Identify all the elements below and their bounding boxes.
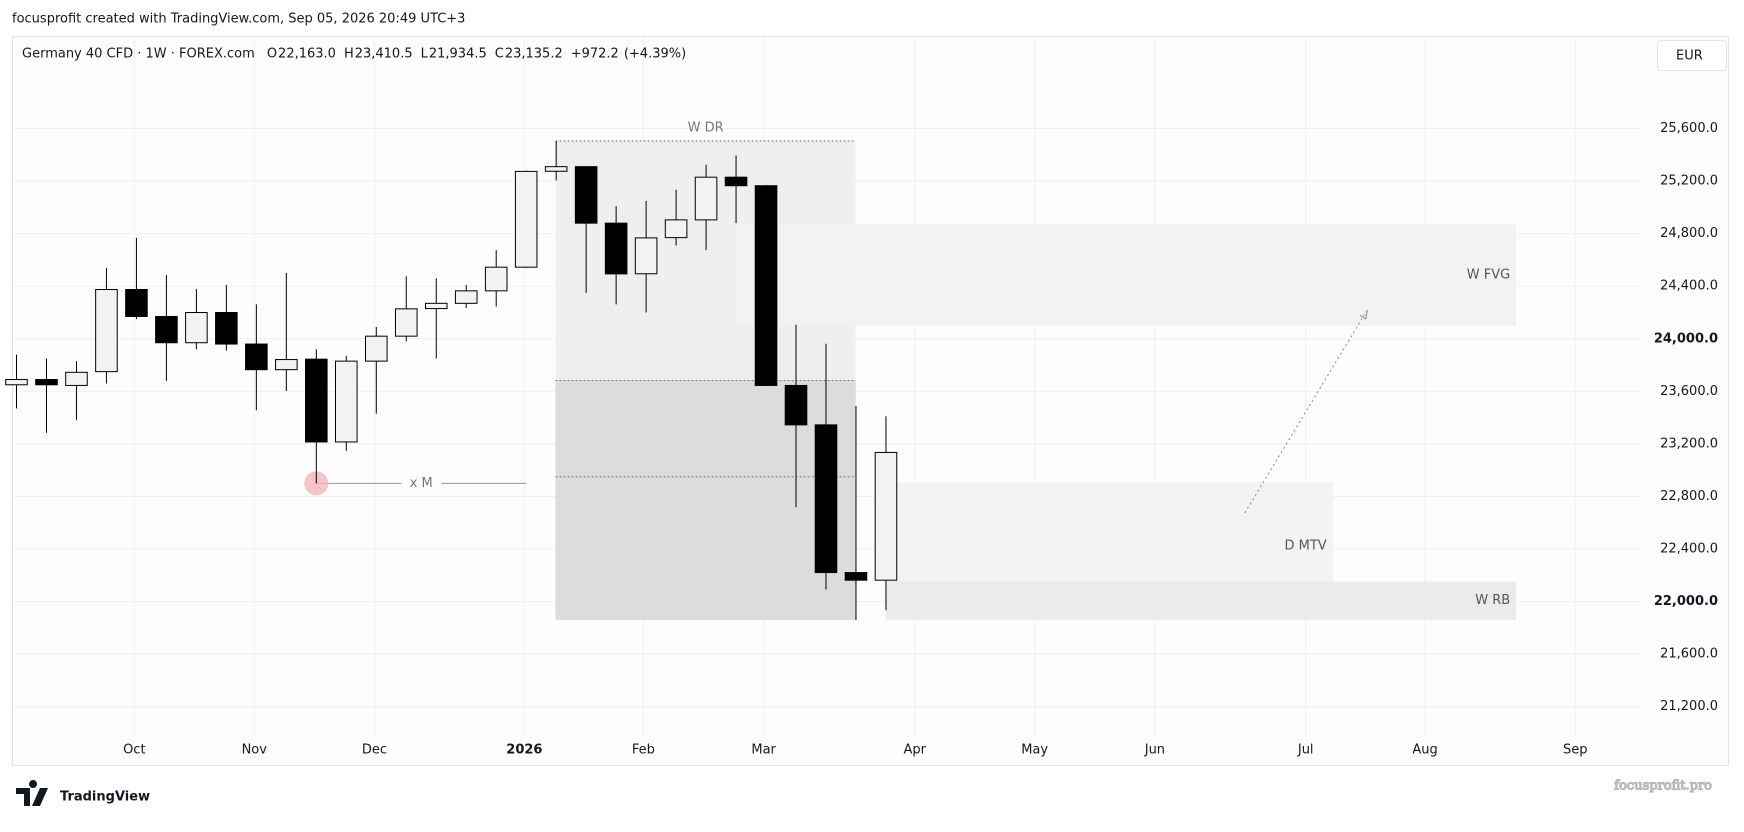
x-tick-label: Jul bbox=[1297, 743, 1314, 758]
zone bbox=[885, 581, 1517, 620]
candle-body bbox=[664, 219, 688, 239]
zone-label: W FVG bbox=[1467, 268, 1510, 283]
legend-value: 23,410.5 bbox=[355, 47, 413, 62]
y-tick-label: 21,200.0 bbox=[1660, 699, 1718, 714]
candle-body bbox=[245, 343, 268, 371]
y-tick-label: 22,000.0 bbox=[1654, 594, 1718, 609]
candle-body bbox=[694, 176, 718, 221]
x-tick-label: Apr bbox=[903, 743, 926, 758]
y-tick-label: 23,600.0 bbox=[1660, 384, 1718, 399]
logo-text: TradingView bbox=[60, 790, 150, 805]
zone bbox=[735, 224, 1517, 326]
zone-label: W DR bbox=[688, 121, 724, 136]
candle-body bbox=[454, 290, 478, 304]
logo-icon bbox=[16, 780, 48, 806]
x-tick-label: May bbox=[1021, 743, 1048, 758]
candle-body bbox=[155, 315, 178, 344]
y-tick-label: 24,000.0 bbox=[1654, 331, 1718, 346]
x-tick-label: Feb bbox=[632, 743, 655, 758]
candle-body bbox=[275, 359, 298, 371]
candle-body bbox=[335, 360, 358, 443]
chart-frame bbox=[12, 36, 1729, 766]
y-tick-label: 22,800.0 bbox=[1660, 489, 1718, 504]
candle-body bbox=[844, 572, 868, 581]
legend-value: 22,163.0 bbox=[278, 47, 336, 62]
logo: TradingView bbox=[16, 780, 150, 806]
plot-area: Oct Nov Dec 2026 Feb Mar Apr May Jun Jul Aug Sep 21,… bbox=[5, 37, 1718, 758]
zone-label: W RB bbox=[1475, 593, 1510, 608]
change: +972.2 bbox=[571, 47, 619, 62]
candle-body bbox=[35, 379, 58, 386]
candle-body bbox=[185, 312, 208, 344]
zone-label: D MTV bbox=[1284, 539, 1326, 554]
candle-body bbox=[305, 358, 328, 443]
candle-body bbox=[394, 308, 418, 337]
candle-body bbox=[65, 371, 88, 386]
candle-body bbox=[544, 166, 568, 172]
x-tick-label: Oct bbox=[123, 743, 145, 758]
legend-key: H bbox=[344, 47, 354, 62]
legend-key: C bbox=[495, 47, 504, 62]
credit: focusprofit created with TradingView.com… bbox=[12, 12, 465, 27]
candle-body bbox=[125, 289, 148, 317]
arrow-head bbox=[1359, 309, 1368, 320]
currency-button[interactable] bbox=[1657, 40, 1727, 71]
x-tick-label: Mar bbox=[751, 743, 776, 758]
legend-value: 21,934.5 bbox=[429, 47, 487, 62]
candle-body bbox=[634, 237, 658, 275]
y-tick-label: 25,200.0 bbox=[1660, 174, 1718, 189]
y-tick-label: 24,400.0 bbox=[1660, 279, 1718, 294]
x-tick-label: Aug bbox=[1412, 743, 1437, 758]
zone bbox=[555, 380, 856, 620]
candle-body bbox=[424, 302, 448, 310]
candle-body bbox=[574, 166, 598, 224]
symbol: Germany 40 CFD · 1W · FOREX.com bbox=[22, 47, 255, 62]
candle-body bbox=[364, 335, 388, 362]
candle-body bbox=[514, 170, 538, 268]
x-tick-label: Jun bbox=[1144, 743, 1165, 758]
candle-body bbox=[874, 451, 898, 581]
legend-key: O bbox=[267, 47, 277, 62]
watermark: focusprofit.pro bbox=[1614, 779, 1712, 794]
x-tick-label: Sep bbox=[1563, 743, 1588, 758]
candle-body bbox=[484, 266, 508, 292]
x-tick-label: Dec bbox=[362, 743, 387, 758]
y-tick-label: 21,600.0 bbox=[1660, 647, 1718, 662]
y-tick-label: 23,200.0 bbox=[1660, 436, 1718, 451]
candle-body bbox=[784, 384, 808, 426]
candle-body bbox=[814, 424, 838, 574]
change-pct: (+4.39%) bbox=[624, 47, 686, 62]
level-label: x M bbox=[410, 476, 433, 491]
candle-body bbox=[95, 289, 118, 373]
candle-body bbox=[215, 312, 238, 345]
candle-body bbox=[604, 222, 628, 275]
y-tick-label: 22,400.0 bbox=[1660, 542, 1718, 557]
legend-value: 23,135.2 bbox=[505, 47, 563, 62]
candle-body bbox=[5, 379, 28, 386]
legend-key: L bbox=[421, 47, 429, 62]
y-tick-label: 25,600.0 bbox=[1660, 121, 1718, 136]
x-tick-label: 2026 bbox=[506, 743, 542, 758]
currency[interactable]: EUR bbox=[1676, 49, 1703, 64]
x-tick-label: Nov bbox=[242, 743, 268, 758]
candle-body bbox=[724, 176, 748, 187]
y-tick-label: 24,800.0 bbox=[1660, 226, 1718, 241]
candle-body bbox=[754, 185, 778, 386]
